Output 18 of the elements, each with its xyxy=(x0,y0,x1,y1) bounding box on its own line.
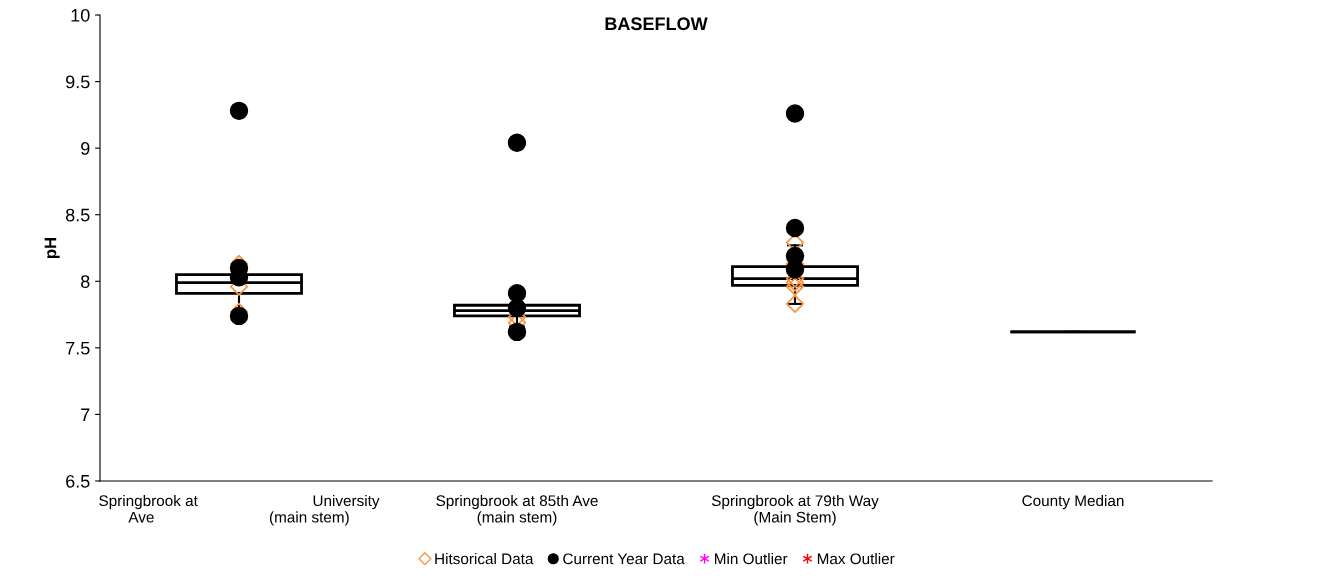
legend-label: Current Year Data xyxy=(563,553,685,565)
y-tick-label: 7.5 xyxy=(66,341,90,355)
y-tick-label: 10 xyxy=(71,8,90,22)
legend-label: Max Outlier xyxy=(817,553,895,565)
y-tick-label: 8 xyxy=(81,275,90,289)
legend-label: Hitsorical Data xyxy=(435,553,534,565)
y-tick-label: 7 xyxy=(81,408,90,421)
chart-title: BASEFLOW xyxy=(605,17,708,31)
x-tick-label: Springbrook at University Ave (main stem) xyxy=(99,494,380,526)
y-tick-label: 9 xyxy=(81,142,90,155)
y-tick-label: 6.5 xyxy=(66,474,90,488)
x-tick-label: County Median xyxy=(1022,494,1124,510)
y-axis-title: pH xyxy=(44,238,60,259)
legend-label: Min Outlier xyxy=(715,553,788,565)
y-tick-label: 9.5 xyxy=(66,75,90,89)
x-tick-label: Springbrook at 79th Way (Main Stem) xyxy=(711,494,879,526)
y-tick-label: 8.5 xyxy=(65,208,90,222)
x-tick-label: Springbrook at 85th Ave (main stem) xyxy=(436,494,598,526)
